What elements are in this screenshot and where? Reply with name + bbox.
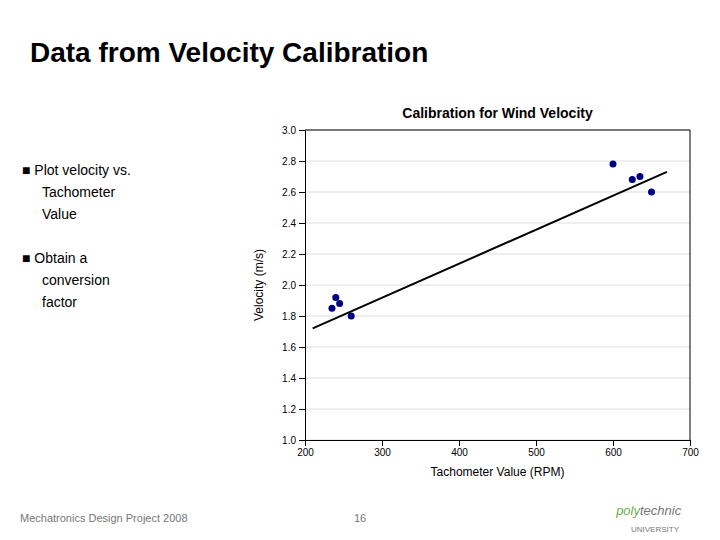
tick-mark: [536, 440, 537, 446]
x-axis-title: Tachometer Value (RPM): [431, 465, 565, 479]
tick: 1.8: [282, 311, 305, 322]
bullet-text: factor: [42, 294, 77, 310]
bullet-text: ■ Plot velocity vs.: [22, 162, 131, 178]
tick: 2.2: [282, 249, 305, 260]
tick-label: 700: [682, 447, 699, 458]
grid-line: [305, 130, 690, 131]
grid-line: [305, 161, 690, 162]
tick: 300: [374, 440, 391, 458]
point: [636, 173, 643, 180]
plot-area: [313, 161, 667, 329]
grid: [305, 130, 690, 440]
tick-mark: [299, 378, 305, 379]
tick-label: 200: [297, 447, 314, 458]
tick: 500: [528, 440, 545, 458]
logo-text: technic: [640, 503, 682, 518]
tick-label: 2.6: [282, 187, 296, 198]
grid-line: [305, 192, 690, 193]
point: [610, 161, 617, 168]
bullet-text: Tachometer: [42, 184, 115, 200]
point: [648, 189, 655, 196]
tick: 1.0: [282, 435, 305, 446]
tick-label: 1.4: [282, 373, 296, 384]
grid-line: [305, 254, 690, 255]
tick-label: 3.0: [282, 125, 296, 136]
tick: 1.2: [282, 404, 305, 415]
bullet-text: conversion: [42, 272, 110, 288]
grid-line: [305, 223, 690, 224]
page: Data from Velocity Calibration ■ Plot vel…: [0, 0, 720, 540]
tick-label: 1.2: [282, 404, 296, 415]
tick-mark: [299, 347, 305, 348]
tick-mark: [299, 316, 305, 317]
tick-label: 400: [451, 447, 468, 458]
point: [332, 294, 339, 301]
tick-label: 2.8: [282, 156, 296, 167]
tick: 200: [297, 440, 314, 458]
tick-mark: [299, 285, 305, 286]
footer-left: Mechatronics Design Project 2008: [20, 512, 188, 524]
bullet-text: Value: [42, 206, 77, 222]
trend-line: [313, 172, 667, 329]
grid-line: [305, 285, 690, 286]
tick: 2.8: [282, 156, 305, 167]
tick-label: 2.0: [282, 280, 296, 291]
tick: 2.6: [282, 187, 305, 198]
point: [629, 176, 636, 183]
tick: 600: [605, 440, 622, 458]
tick: 2.4: [282, 218, 305, 229]
axis-line: [306, 441, 691, 447]
frame-line: [690, 130, 691, 440]
tick-mark: [459, 440, 460, 446]
logo-text: poly: [615, 503, 641, 518]
tick-label: 600: [605, 447, 622, 458]
tick-mark: [613, 440, 614, 446]
footer-center: 16: [354, 512, 366, 524]
tick-label: 1.6: [282, 342, 296, 353]
tick: 2.0: [282, 280, 305, 291]
point: [328, 305, 335, 312]
frame-line: [305, 130, 690, 131]
logo-subtext: UNIVERSITY: [631, 525, 680, 534]
tick-label: 2.2: [282, 249, 296, 260]
y-axis-title: Velocity (m/s): [252, 249, 266, 321]
axis-line: [299, 131, 306, 441]
grid-line: [305, 347, 690, 348]
tick-mark: [690, 440, 691, 446]
tick-label: 1.0: [282, 435, 296, 446]
tick-label: 1.8: [282, 311, 296, 322]
tick: 1.4: [282, 373, 305, 384]
bullet-text: ■ Obtain a: [22, 250, 87, 266]
grid-line: [305, 378, 690, 379]
tick-label: 2.4: [282, 218, 296, 229]
chart-title: Calibration for Wind Velocity: [402, 105, 593, 121]
slide-title: Data from Velocity Calibration: [30, 37, 428, 68]
grid-line: [305, 409, 690, 410]
tick-mark: [299, 192, 305, 193]
tick: 1.6: [282, 342, 305, 353]
tick-label: 500: [528, 447, 545, 458]
tick-label: 300: [374, 447, 391, 458]
tick: 400: [451, 440, 468, 458]
tick-mark: [299, 130, 305, 131]
tick-mark: [299, 440, 305, 441]
tick-mark: [299, 161, 305, 162]
tick-mark: [299, 254, 305, 255]
tick-mark: [299, 223, 305, 224]
tick-mark: [382, 440, 383, 446]
y-axis: 1.0 1.2 1.4 1.6 1.8 2.0 2.2 2.4 2.6 2.8 3.0: [282, 125, 305, 446]
x-axis: 200 300 400 500 600 700: [297, 440, 699, 458]
grid-line: [305, 316, 690, 317]
tick-mark: [299, 409, 305, 410]
point: [336, 300, 343, 307]
tick: 700: [682, 440, 699, 458]
tick: 3.0: [282, 125, 305, 136]
